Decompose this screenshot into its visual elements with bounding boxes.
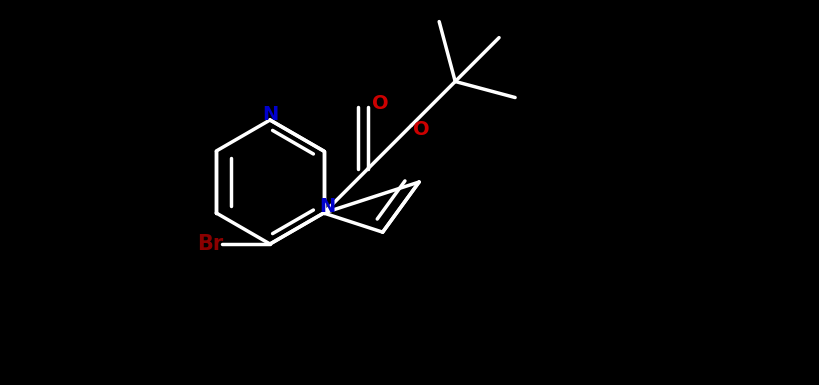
Text: N: N: [262, 105, 278, 124]
Text: O: O: [372, 94, 388, 113]
Text: O: O: [413, 120, 429, 139]
Text: Br: Br: [197, 234, 223, 254]
Text: N: N: [319, 197, 336, 216]
